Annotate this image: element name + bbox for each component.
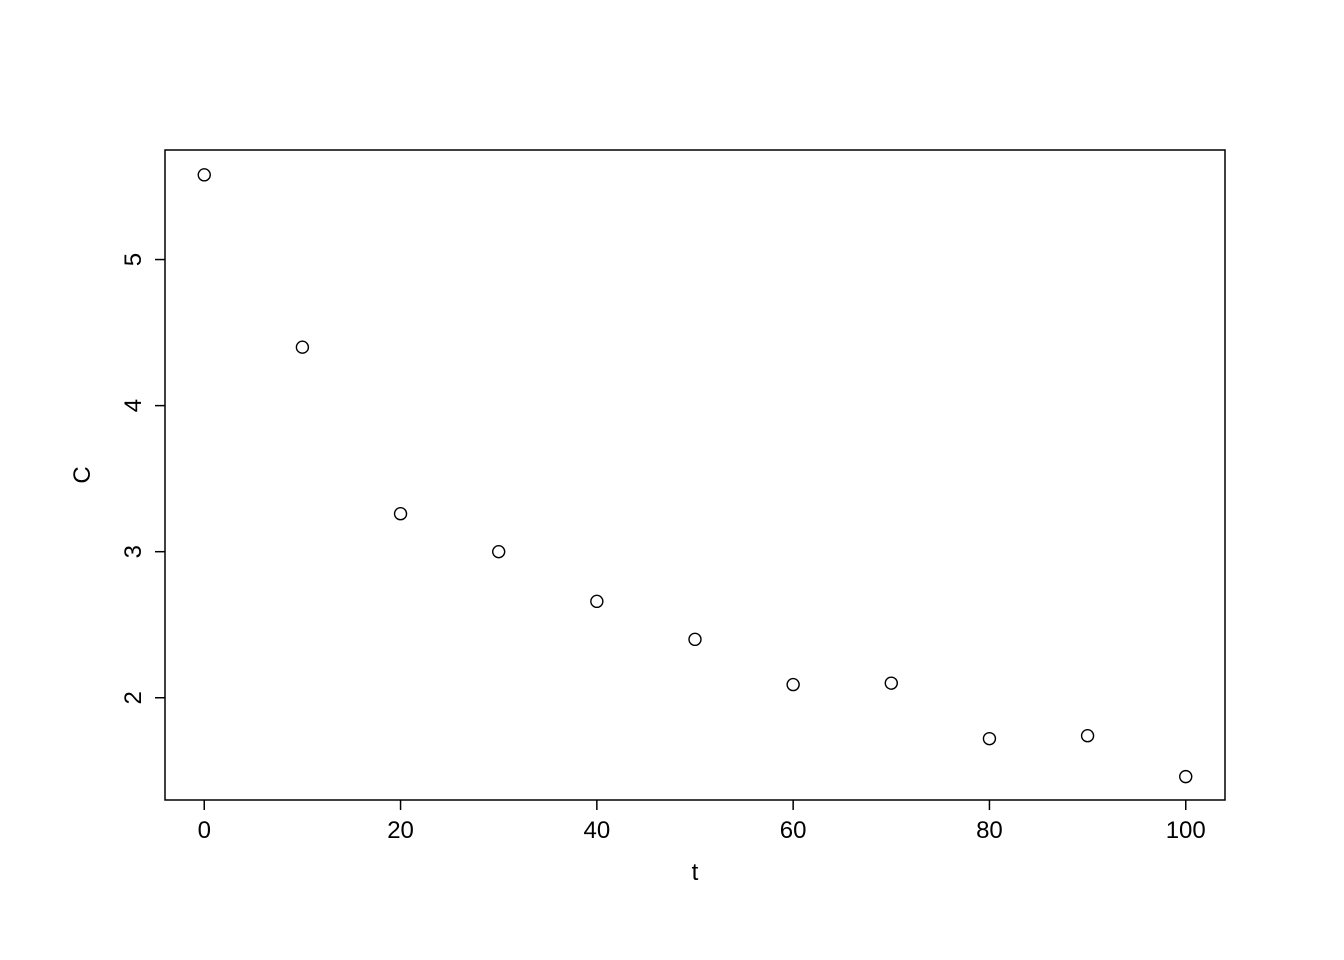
scatter-plot: 0 20 40 60 80 100 2 3 4 5 t C bbox=[0, 0, 1344, 960]
x-axis-label: t bbox=[692, 859, 699, 886]
x-tick-label: 0 bbox=[198, 817, 211, 844]
x-tick-label: 40 bbox=[584, 817, 611, 844]
y-axis-label: C bbox=[69, 466, 96, 483]
x-tick-label: 80 bbox=[976, 817, 1003, 844]
y-tick-label: 3 bbox=[120, 545, 147, 558]
y-tick-label: 4 bbox=[120, 399, 147, 412]
x-tick-label: 60 bbox=[780, 817, 807, 844]
x-tick-label: 20 bbox=[387, 817, 414, 844]
y-tick-label: 2 bbox=[120, 691, 147, 704]
x-tick-label: 100 bbox=[1166, 817, 1206, 844]
y-tick-label: 5 bbox=[120, 253, 147, 266]
